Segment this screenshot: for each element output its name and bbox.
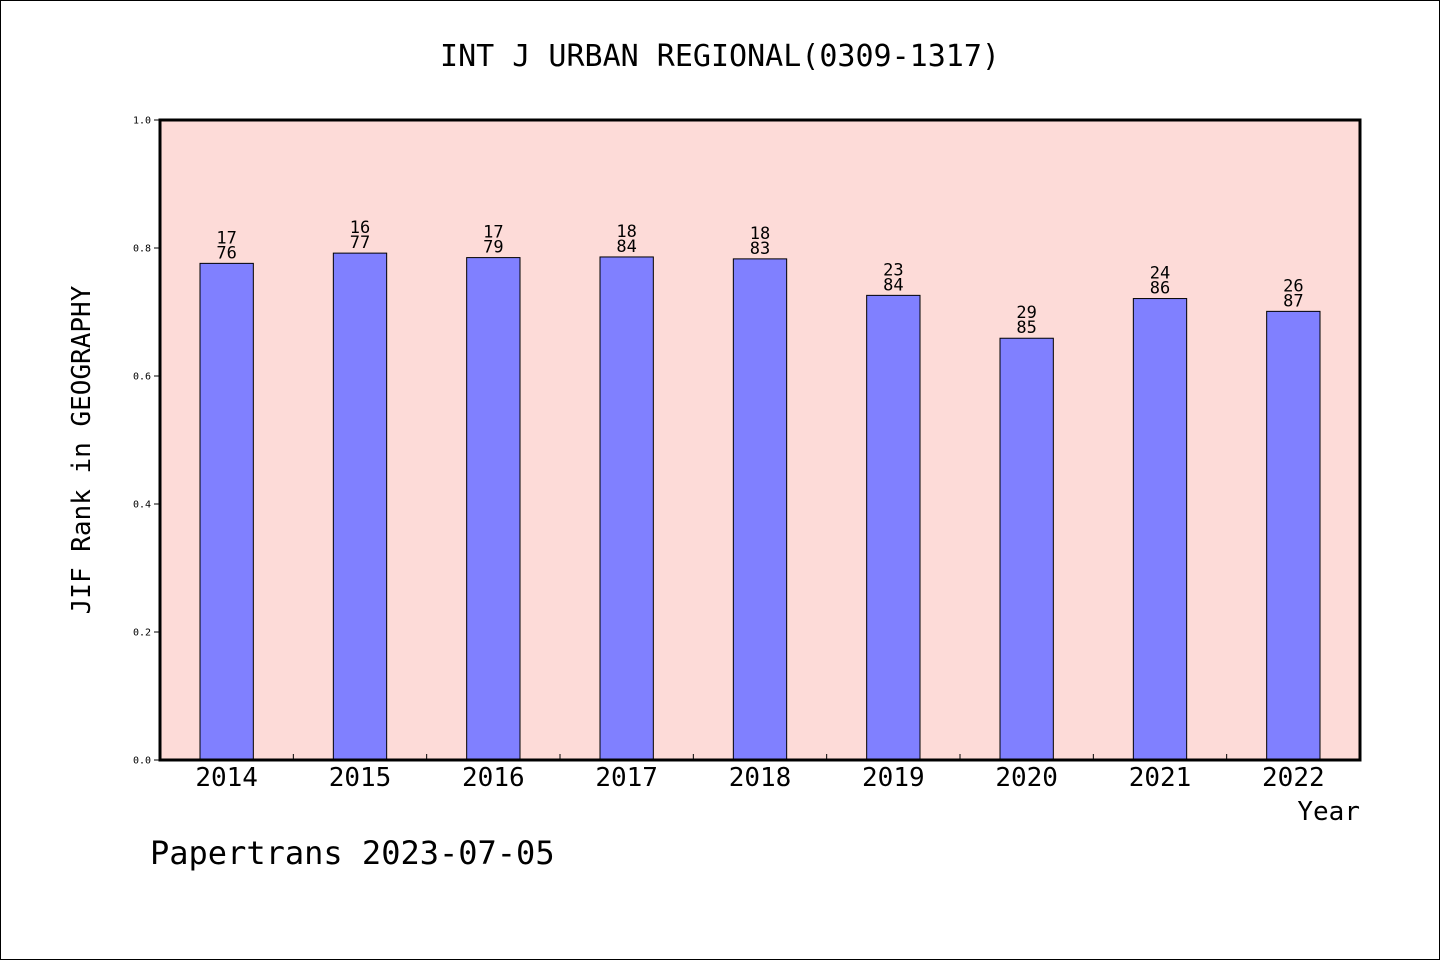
rank-label: 26 — [1283, 276, 1303, 296]
x-tick-label: 2019 — [862, 763, 925, 793]
y-tick-label: 1.0 — [133, 116, 151, 127]
watermark-text: Papertrans 2023-07-05 — [150, 834, 555, 872]
rank-label: 17 — [483, 223, 503, 243]
bar-2020 — [999, 337, 1054, 761]
rank-label: 17 — [216, 228, 236, 248]
total-label: 83 — [750, 239, 770, 259]
x-tick-label: 2015 — [329, 763, 392, 793]
plot-border — [158, 118, 1362, 762]
total-label: 85 — [1016, 318, 1036, 338]
total-label: 79 — [483, 238, 503, 258]
rank-label: 18 — [750, 224, 770, 244]
chart-title: INT J URBAN REGIONAL(0309-1317) — [440, 39, 1000, 74]
bars-group — [199, 252, 1321, 761]
total-label: 87 — [1283, 291, 1303, 311]
x-tick-label: 2018 — [729, 763, 792, 793]
rank-label: 29 — [1016, 303, 1036, 323]
x-tick-label: 2021 — [1129, 763, 1192, 793]
total-label: 86 — [1150, 279, 1170, 299]
total-label: 77 — [350, 233, 370, 253]
bar-2014 — [199, 262, 254, 761]
y-axis-ticks: 0.0 0.2 0.4 0.6 0.8 1.0 — [133, 116, 160, 767]
x-tick-label: 2022 — [1262, 763, 1325, 793]
bar-2016 — [466, 257, 521, 761]
total-label: 84 — [883, 275, 903, 295]
total-label: 84 — [616, 237, 636, 257]
x-tick-label: 2017 — [595, 763, 658, 793]
bar-2018 — [732, 258, 788, 761]
y-tick-label: 0.8 — [133, 244, 151, 255]
y-tick-label: 0.2 — [133, 628, 151, 639]
y-tick-label: 0.4 — [133, 500, 151, 511]
bar-2019 — [866, 294, 921, 761]
bar-2021 — [1132, 298, 1188, 761]
x-axis-ticks: 2014 2015 2016 2017 2018 2019 2020 2021 2022 — [195, 754, 1325, 793]
bar-2022 — [1266, 310, 1321, 761]
x-tick-label: 2014 — [195, 763, 258, 793]
x-tick-label: 2020 — [995, 763, 1058, 793]
x-tick-label: 2016 — [462, 763, 525, 793]
rank-label: 24 — [1150, 264, 1170, 284]
rank-label: 18 — [616, 222, 636, 242]
rank-label: 16 — [350, 218, 370, 238]
rank-label: 23 — [883, 260, 903, 280]
bar-2017 — [599, 256, 654, 761]
total-label: 76 — [216, 243, 236, 263]
y-tick-label: 0.0 — [133, 756, 151, 767]
y-tick-label: 0.6 — [133, 372, 151, 383]
y-axis-label: JIF Rank in GEOGRAPHY — [67, 285, 97, 614]
bar-2015 — [332, 252, 388, 761]
x-axis-label: Year — [1297, 797, 1360, 827]
